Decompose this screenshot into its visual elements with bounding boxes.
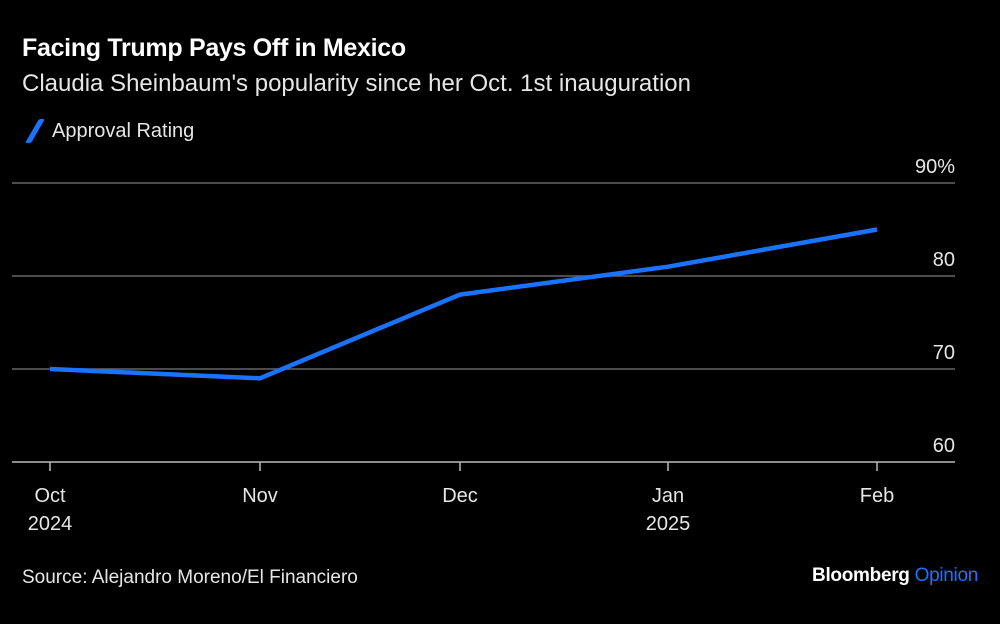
y-tick-label-80: 80 xyxy=(933,249,955,271)
x-tick-label-3: Jan xyxy=(652,485,684,507)
series-line-approval-rating xyxy=(49,227,878,381)
bloomberg-opinion-logo: Bloomberg Opinion xyxy=(812,565,978,587)
logo-brand: Bloomberg xyxy=(812,565,910,586)
x-tick-label-4: Feb xyxy=(860,485,894,507)
x-tick-label-2: Dec xyxy=(442,485,478,507)
source-note: Source: Alejandro Moreno/El Financiero xyxy=(22,567,358,588)
legend-label-approval: Approval Rating xyxy=(52,119,195,142)
x-tick-label-0: Oct xyxy=(34,485,66,507)
x-tick-year-0: 2024 xyxy=(28,513,73,535)
chart-title: Facing Trump Pays Off in Mexico xyxy=(22,34,406,62)
logo-section: Opinion xyxy=(914,565,979,586)
chart-subtitle: Claudia Sheinbaum's popularity since her… xyxy=(22,70,691,97)
y-tick-label-60: 60 xyxy=(933,435,955,457)
y-tick-label-90: 90% xyxy=(915,156,955,178)
x-tick-label-1: Nov xyxy=(242,485,278,507)
legend: Approval Rating xyxy=(22,119,194,143)
y-tick-label-70: 70 xyxy=(933,342,955,364)
x-tick-year-3: 2025 xyxy=(646,513,691,535)
